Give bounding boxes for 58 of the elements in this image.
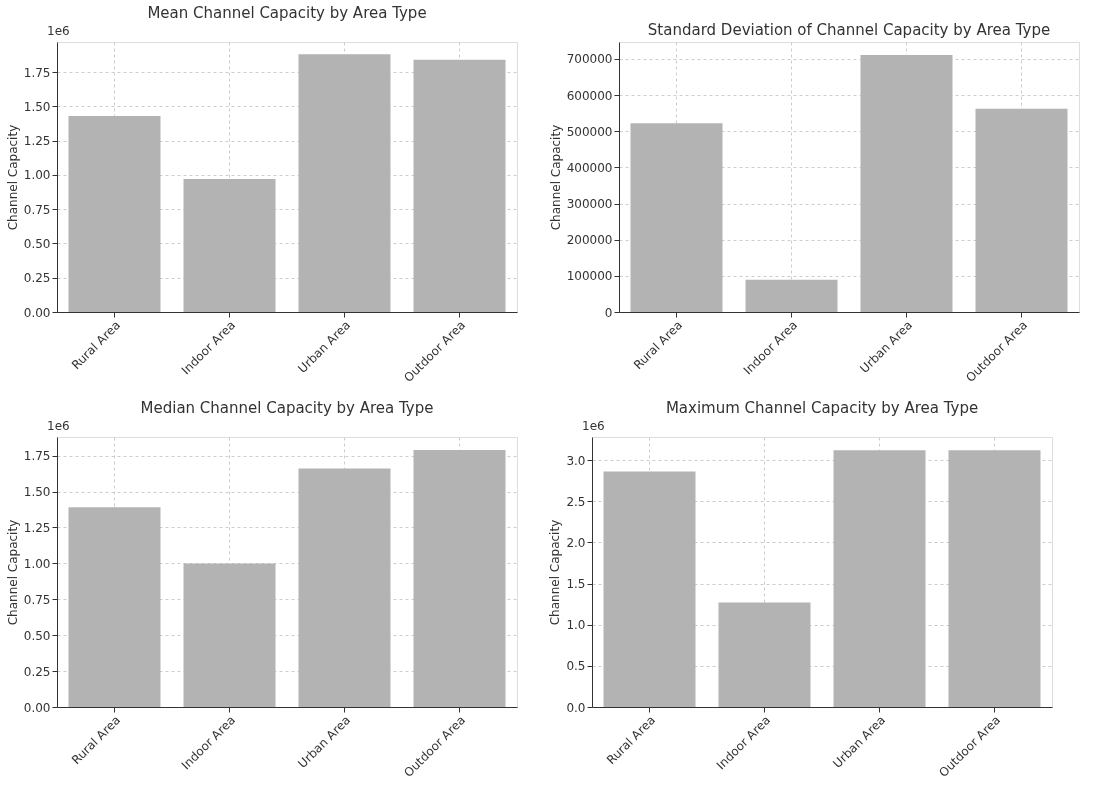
y-tick-label: 0.5 <box>566 659 586 674</box>
y-tick-label: 0.25 <box>23 664 51 679</box>
y-tick-label: 0.75 <box>23 592 51 607</box>
y-tick-label: 2.0 <box>566 535 586 550</box>
y-axis-title: Channel Capacity <box>548 124 563 231</box>
y-tick-label: 0.0 <box>566 700 586 715</box>
y-axis-title: Channel Capacity <box>5 124 20 231</box>
y-tick-label: 600000 <box>566 88 613 103</box>
y-tick-label: 2.5 <box>566 494 586 509</box>
chart-title: Standard Deviation of Channel Capacity by Area Type <box>647 21 1051 39</box>
bar <box>183 563 276 707</box>
y-tick-label: 1.50 <box>23 99 51 114</box>
bar <box>298 468 391 707</box>
y-tick-label: 0.00 <box>23 305 51 320</box>
y-tick-label: 0.75 <box>23 202 51 217</box>
y-tick-label: 1.75 <box>23 65 51 80</box>
y-tick-label: 0.50 <box>23 628 51 643</box>
bar <box>833 450 926 707</box>
y-tick-label: 1.50 <box>23 485 51 500</box>
y-tick-label: 0 <box>604 305 613 320</box>
bar <box>860 55 953 312</box>
y-tick-label: 1.25 <box>23 134 51 149</box>
y-tick-label: 1.25 <box>23 520 51 535</box>
y-tick-label: 100000 <box>566 269 613 284</box>
y-tick-label: 0.00 <box>23 700 51 715</box>
y-tick-label: 0.25 <box>23 271 51 286</box>
y-tick-label: 1.00 <box>23 168 51 183</box>
bar <box>745 279 838 312</box>
y-tick-label: 200000 <box>566 233 613 248</box>
bar <box>948 450 1041 707</box>
bar <box>68 116 161 312</box>
bar <box>413 59 506 312</box>
bar <box>630 123 723 312</box>
y-tick-label: 3.0 <box>566 453 586 468</box>
text: 1e6 <box>47 419 70 433</box>
y-tick-label: 1.00 <box>23 556 51 571</box>
text: 1e6 <box>47 24 70 38</box>
bar <box>975 108 1068 312</box>
y-axis-title: Channel Capacity <box>5 519 20 626</box>
y-tick-label: 1.5 <box>566 577 586 592</box>
y-tick-label: 300000 <box>566 197 613 212</box>
y-tick-label: 700000 <box>566 52 613 67</box>
y-tick-label: 1.75 <box>23 449 51 464</box>
y-tick-label: 1.0 <box>566 618 586 633</box>
y-tick-label: 400000 <box>566 160 613 175</box>
chart-title: Maximum Channel Capacity by Area Type <box>665 399 979 417</box>
bar <box>298 54 391 312</box>
bar <box>603 471 696 707</box>
bar <box>183 179 276 312</box>
y-tick-label: 500000 <box>566 124 613 139</box>
bar <box>68 507 161 707</box>
y-axis-title: Channel Capacity <box>548 519 563 626</box>
chart-title: Mean Channel Capacity by Area Type <box>147 4 427 22</box>
bar <box>718 602 811 707</box>
y-tick-label: 0.50 <box>23 236 51 251</box>
chart-title: Median Channel Capacity by Area Type <box>140 399 434 417</box>
text: 1e6 <box>582 419 605 433</box>
bar <box>413 449 506 707</box>
